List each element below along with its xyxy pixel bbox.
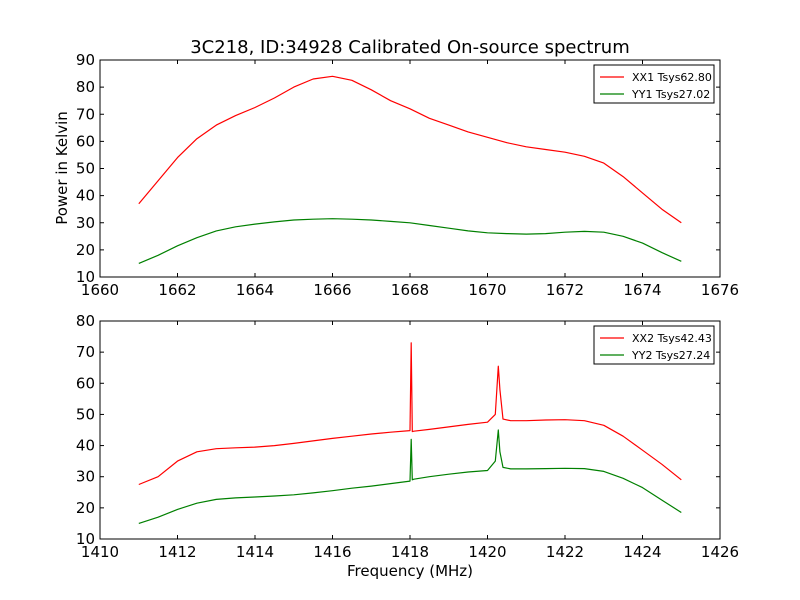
x-tick-label: 1674 (623, 281, 661, 299)
y-tick-label: 10 (76, 268, 95, 286)
x-tick-label: 1666 (313, 281, 351, 299)
x-tick-label: 1676 (701, 281, 739, 299)
legend: XX1 Tsys62.80 YY1 Tsys27.02 (593, 64, 715, 104)
legend-label: YY2 Tsys27.24 (631, 349, 710, 362)
x-tick-label: 1426 (701, 543, 739, 561)
series-line-1-2 (138, 218, 682, 264)
x-tick-label: 1670 (468, 281, 506, 299)
y-tick-label: 30 (76, 468, 95, 486)
y-tick-label: 20 (76, 499, 95, 517)
y-tick-label: 20 (76, 241, 95, 259)
series-line-2-1 (138, 342, 682, 486)
series-line-1-1 (138, 75, 682, 224)
legend-box (593, 325, 715, 365)
subplot-1: 1660 1662 1664 1666 1668 1670 1672 1674 1676 10 20… (76, 51, 739, 299)
y-axis-label: Power in Kelvin (53, 111, 71, 225)
y-tick-label: 60 (76, 374, 95, 392)
x-tick-label: 1414 (236, 543, 274, 561)
y-tick-label: 40 (76, 437, 95, 455)
y-tick-label: 70 (76, 343, 95, 361)
x-tick-label: 1412 (158, 543, 196, 561)
legend-label: YY1 Tsys27.02 (631, 88, 710, 101)
y-tick-label: 50 (76, 405, 95, 423)
legend-label: XX1 Tsys62.80 (632, 71, 712, 84)
y-tick-label: 30 (76, 214, 95, 232)
x-tick-label: 1664 (236, 281, 274, 299)
x-tick-label: 1672 (546, 281, 584, 299)
x-tick-label: 1416 (313, 543, 351, 561)
y-tick-label: 70 (76, 105, 95, 123)
x-tick-label: 1422 (546, 543, 584, 561)
x-tick-label: 1410 (81, 543, 119, 561)
x-axis-label: Frequency (MHz) (347, 562, 473, 580)
x-tick-label: 1418 (391, 543, 429, 561)
y-tick-label: 10 (76, 530, 95, 548)
series-line-2-2 (138, 429, 682, 524)
y-tick-label: 90 (76, 51, 95, 69)
x-tick-label: 1662 (158, 281, 196, 299)
y-tick-label: 80 (76, 78, 95, 96)
subplots: 1660 1662 1664 1666 1668 1670 1672 1674 1676 10 20… (76, 51, 739, 561)
chart-title: 3C218, ID:34928 Calibrated On-source spe… (190, 37, 630, 58)
legend-label: XX2 Tsys42.43 (632, 332, 712, 345)
legend: XX2 Tsys42.43 YY2 Tsys27.24 (593, 325, 715, 365)
y-tick-label: 40 (76, 187, 95, 205)
x-tick-label: 1660 (81, 281, 119, 299)
y-tick-label: 50 (76, 160, 95, 178)
x-tick-label: 1420 (468, 543, 506, 561)
legend-box (593, 64, 715, 104)
y-tick-label: 60 (76, 132, 95, 150)
subplot-2: 1410 1412 1414 1416 1418 1420 1422 1424 1426 10 20… (76, 312, 739, 561)
x-tick-label: 1424 (623, 543, 661, 561)
x-tick-label: 1668 (391, 281, 429, 299)
y-tick-label: 80 (76, 312, 95, 330)
